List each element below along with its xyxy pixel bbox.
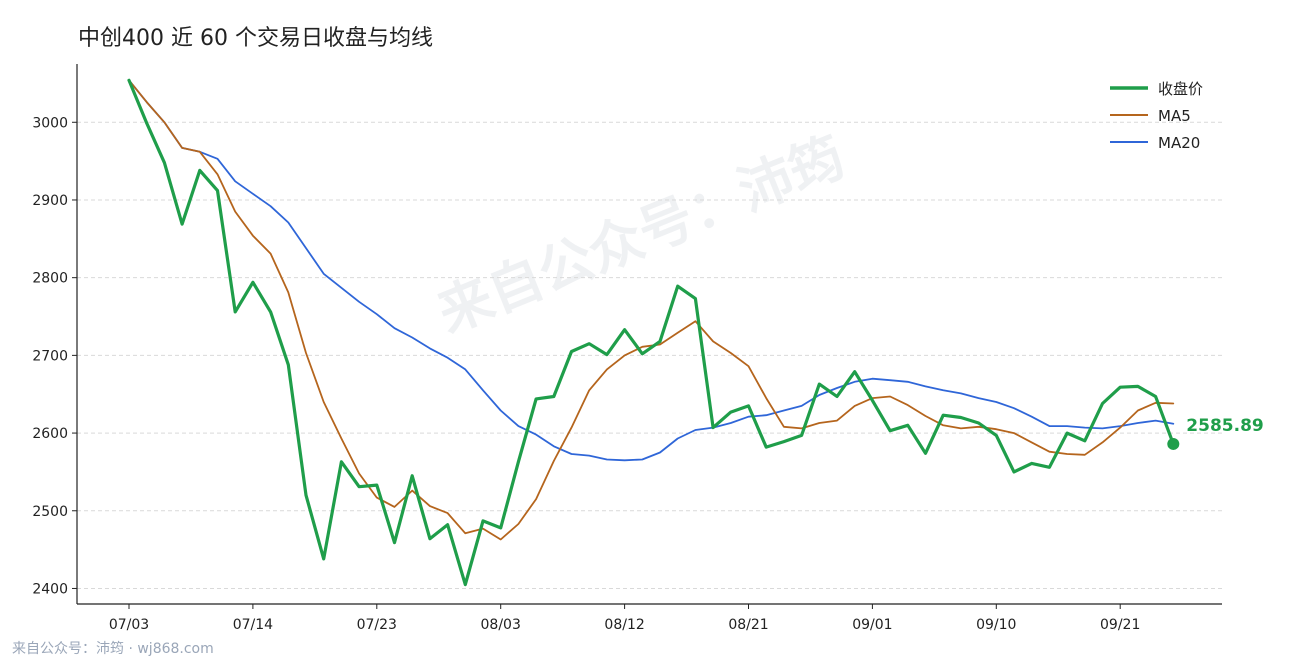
legend-label-ma20: MA20 bbox=[1158, 134, 1200, 152]
x-tick-label: 09/10 bbox=[976, 617, 1016, 633]
chart-title: 中创400 近 60 个交易日收盘与均线 bbox=[78, 26, 433, 51]
y-tick-label: 2900 bbox=[32, 193, 68, 209]
watermark-text: 来自公众号：沛筠 bbox=[429, 125, 853, 345]
x-tick-label: 08/21 bbox=[728, 617, 768, 633]
legend: 收盘价 MA5 MA20 bbox=[1110, 80, 1203, 152]
x-tick-label: 09/01 bbox=[852, 617, 892, 633]
series-lines bbox=[127, 78, 1175, 587]
legend-label-close: 收盘价 bbox=[1158, 80, 1203, 98]
y-tick-label: 2800 bbox=[32, 271, 68, 287]
last-point: 2585.89 bbox=[1167, 416, 1264, 450]
y-tick-label: 3000 bbox=[32, 115, 68, 131]
grid-lines bbox=[77, 121, 1222, 589]
x-tick-label: 07/14 bbox=[233, 617, 273, 633]
last-close-marker bbox=[1167, 437, 1180, 450]
y-tick-label: 2600 bbox=[32, 426, 68, 442]
series-line-ma20 bbox=[128, 79, 1175, 462]
y-tick-label: 2700 bbox=[32, 348, 68, 364]
x-ticks: 07/03 07/14 07/23 08/03 08/12 08/21 09/01 09/10… bbox=[109, 604, 1140, 633]
x-tick-label: 08/12 bbox=[604, 617, 644, 633]
y-tick-label: 2400 bbox=[32, 581, 68, 597]
y-ticks: 2400 2500 2600 2700 2800 2900 3000 bbox=[32, 115, 77, 597]
y-tick-label: 2500 bbox=[32, 504, 68, 520]
x-tick-label: 07/03 bbox=[109, 617, 149, 633]
x-tick-label: 09/21 bbox=[1100, 617, 1140, 633]
series-line-close bbox=[127, 78, 1175, 587]
x-tick-label: 07/23 bbox=[357, 617, 397, 633]
footer-credit: 来自公众号：沛筠 · wj868.com bbox=[12, 641, 214, 657]
last-close-label: 2585.89 bbox=[1186, 416, 1263, 436]
legend-label-ma5: MA5 bbox=[1158, 107, 1191, 125]
axes bbox=[76, 64, 1222, 605]
x-tick-label: 08/03 bbox=[481, 617, 521, 633]
